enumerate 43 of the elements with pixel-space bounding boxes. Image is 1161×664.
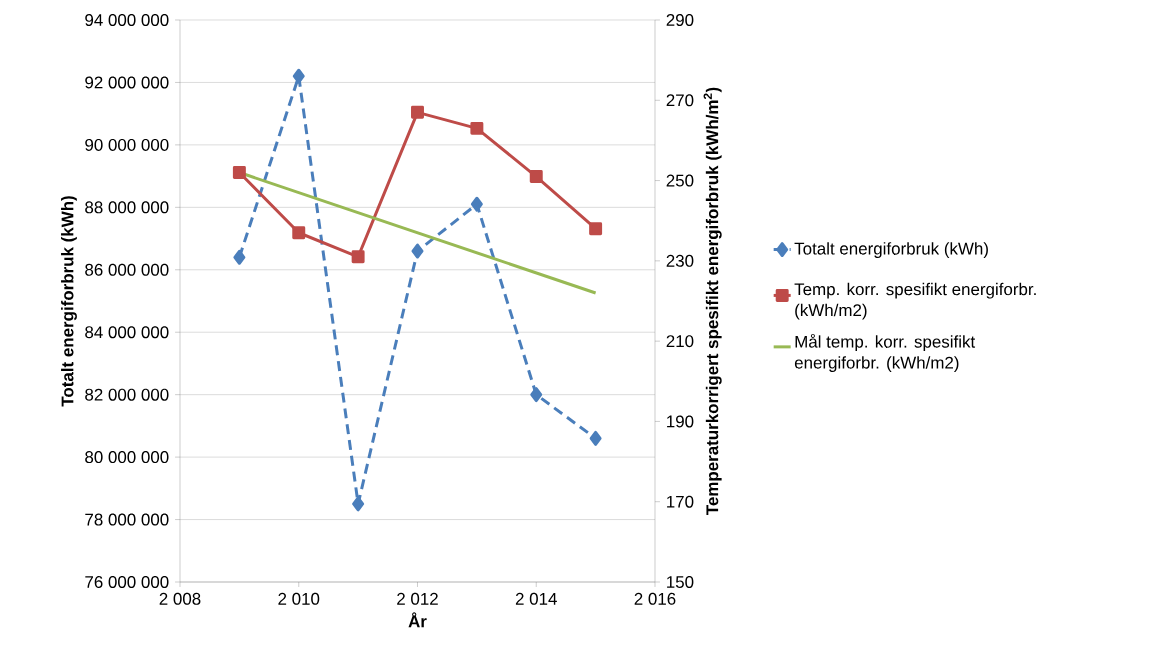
y-tick-label: 78 000 000 — [85, 513, 169, 526]
point — [470, 121, 484, 135]
point — [589, 430, 602, 446]
point — [529, 170, 543, 184]
y-tick-label: 92 000 000 — [85, 76, 169, 89]
point — [232, 166, 246, 180]
point — [530, 387, 543, 403]
y-tick-label: 94 000 000 — [85, 13, 169, 26]
y-tick-label: 80 000 000 — [85, 451, 169, 464]
legend-label: Totalt energiforbruk (kWh) — [794, 242, 988, 258]
y-tick-label: 90 000 000 — [85, 138, 169, 151]
point — [292, 226, 306, 240]
point — [589, 222, 603, 236]
y2-tick-label: 210 — [666, 335, 694, 348]
x-tick-label: 2 012 — [397, 592, 438, 605]
point — [292, 68, 305, 84]
y2-tick-label: 270 — [666, 94, 694, 107]
y2-tick-label: 290 — [666, 14, 694, 26]
x-tick-label: 2 008 — [159, 592, 201, 605]
point — [351, 250, 365, 264]
y2-tick-label: 250 — [666, 174, 694, 187]
y2-tick-label: 170 — [667, 495, 694, 508]
y2-tick-label: 230 — [666, 254, 694, 267]
point — [411, 105, 424, 119]
y-tick-label: 84 000 000 — [85, 326, 169, 339]
y2-axis-title: Temperaturkorrigert spesifikt energiforbruk (kWh/m$^{2}$) — [703, 87, 722, 516]
x-tick-label: 2 016 — [634, 592, 676, 605]
y2-tick-label: 150 — [667, 576, 694, 588]
point — [411, 243, 424, 259]
y-tick-label: 76 000 000 — [85, 576, 169, 588]
y-tick-label: 86 000 000 — [85, 263, 169, 276]
y-axis-title: Totalt energiforbruk (kWh) — [61, 196, 77, 407]
x-tick-label: 2 014 — [515, 592, 557, 605]
x-axis-title: År — [408, 612, 427, 628]
point — [470, 196, 483, 212]
legend-label: Temp. korr. spesifikt energiforbr. (kWh/m2) — [794, 282, 1036, 320]
y-tick-label: 82 000 000 — [85, 388, 169, 401]
point — [352, 496, 365, 512]
y-tick-label: 88 000 000 — [85, 201, 169, 214]
point — [233, 249, 246, 265]
y2-tick-label: 190 — [667, 415, 694, 428]
x-tick-label: 2 010 — [278, 592, 320, 605]
legend-label: Mål temp. korr. spesifikt energiforbr. (kWh/m2) — [794, 333, 976, 373]
